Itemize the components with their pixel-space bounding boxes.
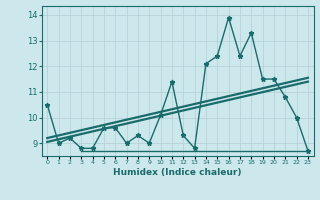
X-axis label: Humidex (Indice chaleur): Humidex (Indice chaleur) (113, 168, 242, 177)
